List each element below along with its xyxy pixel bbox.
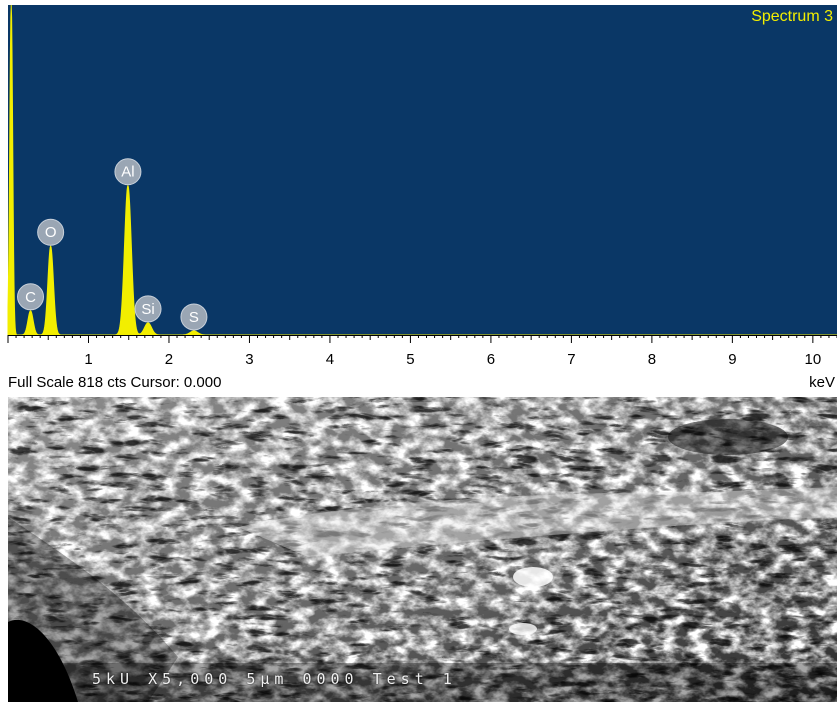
peak-label-s: S [180,303,208,331]
peak-label-al: Al [114,158,142,186]
peak-label-text: C [25,289,36,306]
x-tick-label: 6 [487,351,495,368]
plot-area: Spectrum 3 [8,5,837,335]
x-tick-label: 9 [728,351,736,368]
sem-micrograph: 5kU X5,000 5μm 0000 Test 1 [8,397,837,702]
x-axis: 1 2 3 4 5 6 7 8 9 10 [7,335,837,368]
chart-title: Spectrum 3 [751,8,833,25]
sem-texture [8,397,837,702]
x-axis-unit: keV [809,374,835,391]
spectrum-panel: Spectrum 3 1 2 3 4 5 6 7 8 9 10 C O Al Si S Full Scal… [7,4,837,391]
peak-label-c: C [17,283,45,311]
peak-label-text: Si [141,301,154,318]
status-readout: Full Scale 818 cts Cursor: 0.000 [8,374,222,391]
x-tick-label: 1 [84,351,92,368]
peak-label-si: Si [134,295,162,323]
peak-label-text: S [189,309,199,326]
x-tick-label: 4 [326,351,334,368]
peak-label-text: Al [121,164,134,181]
sem-info-bar: 5kU X5,000 5μm 0000 Test 1 [92,670,457,688]
peak-labels: C O Al Si S [17,158,208,331]
x-tick-label: 8 [648,351,656,368]
peak-label-text: O [45,224,57,241]
x-tick-label: 10 [805,351,822,368]
peak-label-o: O [37,218,65,246]
x-tick-label: 2 [165,351,173,368]
spectrum-chart-svg: 1 2 3 4 5 6 7 8 9 10 C O Al Si S [7,4,837,368]
x-tick-label: 5 [406,351,414,368]
x-tick-label: 3 [245,351,253,368]
x-tick-label: 7 [567,351,575,368]
